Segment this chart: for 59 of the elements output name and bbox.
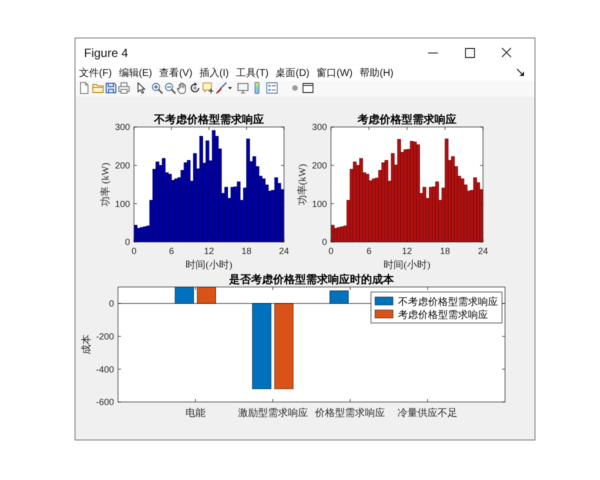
y-tick-label: -200 [96,331,114,342]
y-tick-label: -400 [96,364,114,374]
x-tick-label: 24 [278,246,290,256]
text: 工具(T) [236,68,269,79]
bar [359,158,363,242]
x-tick-label: 18 [241,246,252,256]
bar [196,287,216,304]
y-axis-title: 功率 (kW) [99,162,112,206]
chart-title: 考虑价格型需求响应 [356,113,456,126]
chart-title: 是否考虑价格型需求响应时的成本 [228,273,395,286]
bar [274,303,294,390]
bar [397,139,401,242]
x-tick-label: 18 [440,246,450,256]
chart-title: 不考虑价格型需求响应 [153,113,264,126]
y-tick-label: -600 [96,397,114,408]
x-tick-label: 0 [328,246,334,256]
y-tick-label: 200 [312,160,327,170]
x-tick-label: 电能 [185,407,206,419]
bar [435,182,439,242]
y-tick-label: 300 [114,122,130,132]
x-tick-label: 价格型需求响应 [314,407,386,419]
text: Figure 4 [84,46,128,60]
bar [252,303,272,390]
x-axis-title: 时间(小时) [186,259,232,271]
y-tick-label: 100 [312,198,327,209]
y-axis-title: 成本 [80,334,92,354]
text: 帮助(H) [360,67,394,79]
y-tick-label: 200 [114,160,130,170]
x-tick-label: 6 [366,246,372,256]
y-tick-label: 0 [124,237,130,248]
y-tick-label: 0 [322,237,327,248]
y-axis-title: 功率(kW) [296,164,308,206]
bar [184,162,188,242]
bar [444,138,448,242]
bar [174,287,194,304]
bar [416,144,420,242]
text: 编辑(E) [118,67,152,79]
x-tick-label: 24 [478,246,488,256]
text: 文件(F) [79,67,112,79]
y-tick-label: 300 [312,122,327,132]
x-axis-title: 时间(小时) [384,259,430,271]
x-tick-label: 0 [131,246,137,256]
bar [246,138,250,242]
text: 桌面(D) [276,67,310,79]
legend-label: 考虑价格型需求响应 [398,309,488,321]
x-tick-label: 12 [204,246,214,256]
text: 窗口(W) [316,67,353,79]
legend-label: 不考虑价格型需求响应 [398,296,498,308]
bar [340,226,344,242]
x-tick-label: 冷量供应不足 [398,407,458,419]
bar [473,177,477,242]
x-tick-label: 6 [168,246,174,256]
y-tick-label: 100 [114,198,130,209]
x-tick-label: 激励型需求响应 [238,407,308,419]
y-tick-label: 0 [108,298,114,309]
text: 插入(I) [199,67,229,79]
text: 查看(V) [159,67,192,79]
x-tick-label: 12 [402,246,412,256]
bar [330,290,349,304]
